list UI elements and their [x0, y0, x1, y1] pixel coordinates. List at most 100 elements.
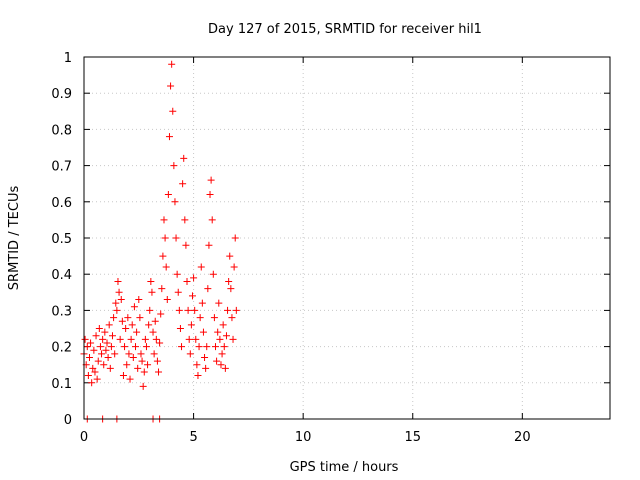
y-tick-label: 0.2 — [51, 341, 72, 356]
y-tick-label: 0.1 — [51, 377, 72, 392]
data-point — [190, 274, 198, 282]
data-point — [165, 133, 173, 141]
data-point — [162, 263, 170, 271]
data-point — [161, 234, 169, 242]
y-tick-label: 0.4 — [51, 268, 72, 283]
data-point — [228, 314, 236, 322]
data-point — [98, 350, 106, 358]
data-point — [159, 252, 167, 260]
data-point — [231, 234, 239, 242]
data-point — [187, 321, 195, 329]
data-point — [99, 335, 107, 343]
data-point — [119, 372, 127, 380]
data-point — [214, 328, 222, 336]
data-point — [196, 314, 204, 322]
data-point — [208, 216, 216, 224]
data-point — [213, 357, 221, 365]
data-point — [145, 321, 153, 329]
data-point — [193, 361, 201, 369]
x-tick-label: 20 — [514, 430, 531, 445]
y-tick-label: 0.8 — [51, 123, 72, 138]
data-point — [164, 191, 172, 199]
data-point — [112, 299, 120, 307]
data-point — [158, 285, 166, 293]
data-point — [81, 335, 89, 343]
data-point — [130, 303, 138, 311]
data-point — [83, 343, 91, 351]
x-tick-label: 15 — [404, 430, 421, 445]
data-point — [96, 343, 104, 351]
data-point — [136, 314, 144, 322]
data-point — [170, 162, 178, 170]
data-point — [110, 314, 118, 322]
data-point — [225, 277, 233, 285]
data-point — [180, 154, 188, 162]
data-point — [194, 372, 202, 380]
data-point — [94, 357, 102, 365]
y-tick-label: 0.9 — [51, 87, 72, 102]
data-point — [122, 325, 130, 332]
data-point — [90, 346, 98, 354]
data-point — [220, 343, 228, 351]
data-point — [171, 198, 179, 206]
data-point — [224, 306, 232, 314]
data-point — [123, 361, 131, 369]
data-point — [169, 107, 177, 115]
data-point — [88, 379, 96, 387]
data-point — [215, 299, 223, 307]
data-point — [197, 263, 205, 271]
data-point — [135, 296, 143, 304]
data-point — [222, 332, 230, 340]
data-point — [178, 343, 186, 351]
data-point — [191, 306, 199, 314]
data-point — [221, 364, 229, 372]
data-point — [209, 270, 217, 278]
data-point — [108, 332, 116, 340]
data-point — [125, 350, 133, 358]
data-point — [128, 321, 136, 329]
data-point — [121, 343, 129, 351]
data-point — [113, 306, 121, 314]
data-point — [182, 241, 190, 249]
data-point — [219, 321, 227, 329]
data-point — [185, 335, 193, 343]
data-point — [192, 335, 200, 343]
data-point — [230, 263, 238, 271]
data-point — [188, 292, 196, 300]
data-point — [157, 310, 165, 318]
data-point — [232, 306, 240, 314]
data-point — [210, 314, 218, 322]
data-point — [140, 368, 148, 376]
data-point — [206, 191, 214, 199]
chart-title: Day 127 of 2015, SRMTID for receiver hil… — [208, 22, 482, 37]
data-point — [132, 343, 140, 351]
data-point — [186, 350, 194, 358]
data-point — [142, 343, 150, 351]
y-tick-label: 0.6 — [51, 196, 72, 211]
data-point — [118, 317, 126, 325]
data-point — [141, 335, 149, 343]
data-point — [163, 296, 171, 304]
data-point — [179, 180, 187, 188]
data-point — [202, 364, 210, 372]
data-point — [218, 350, 226, 358]
y-tick-label: 0.7 — [51, 160, 72, 175]
data-point — [149, 328, 157, 336]
data-point — [105, 321, 113, 329]
data-point — [183, 277, 191, 285]
y-tick-label: 0.3 — [51, 304, 72, 319]
data-point — [126, 375, 134, 383]
data-point — [203, 343, 211, 351]
data-point — [174, 288, 182, 296]
data-point — [116, 335, 124, 343]
data-point — [85, 353, 93, 361]
data-point — [198, 299, 206, 307]
data-point — [87, 339, 95, 347]
data-point — [129, 353, 137, 361]
data-point — [124, 314, 132, 322]
data-point — [101, 328, 109, 336]
data-point — [168, 60, 176, 68]
data-point — [92, 332, 100, 340]
